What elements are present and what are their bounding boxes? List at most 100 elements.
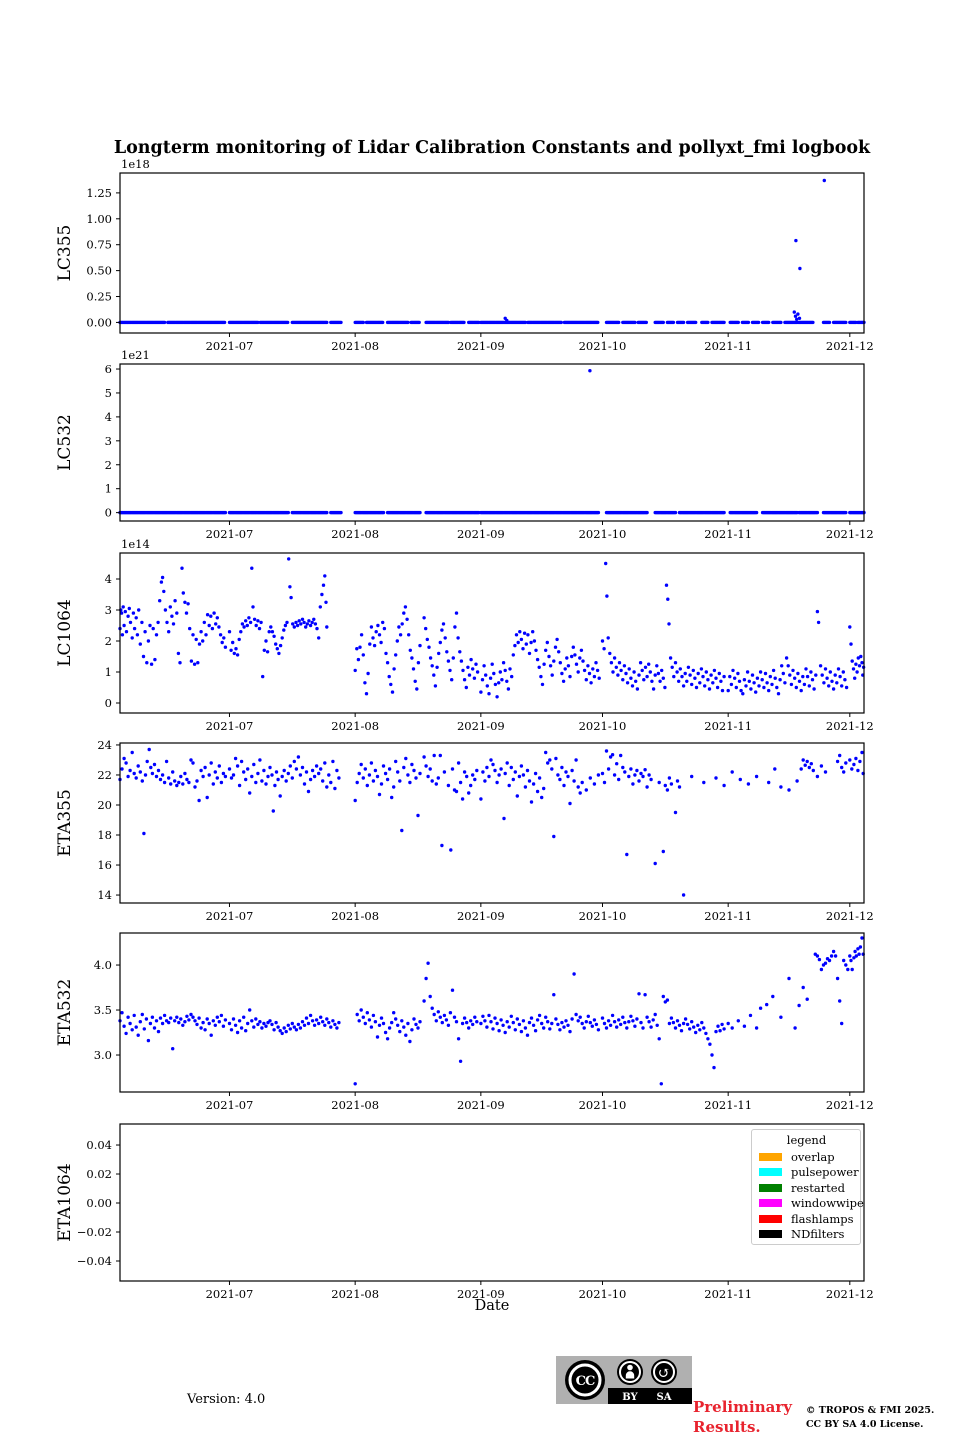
preliminary-results-text: Preliminary Results. — [693, 1398, 792, 1436]
x-tick-label: 2021-09 — [457, 1098, 505, 1112]
plot-frame — [119, 172, 865, 334]
x-tick-label: 2021-09 — [457, 909, 505, 923]
y-axis: 0.00 0.25 0.50 0.75 1.00 1.25 1e18 LC355 — [55, 157, 150, 329]
version-text: Version: 4.0 — [187, 1392, 266, 1407]
x-tick-label: 2021-07 — [206, 1287, 254, 1301]
x-tick-label: 2021-10 — [579, 909, 627, 923]
y-axis-title: ETA532 — [55, 979, 75, 1047]
x-axis: 2021-07 2021-08 2021-09 2021-10 2021-11 2021-… — [206, 713, 874, 733]
x-tick-label: 2021-08 — [331, 909, 379, 923]
legend-label: pulsepower — [791, 1165, 859, 1180]
x-axis-label: Date — [474, 1298, 510, 1314]
badge-sa-label: SA — [657, 1392, 672, 1403]
x-axis: 2021-07 2021-08 2021-09 2021-10 2021-11 2021-… — [206, 1281, 874, 1301]
x-tick-label: 2021-08 — [331, 1098, 379, 1112]
plot-frame — [119, 742, 865, 904]
page-title: Longterm monitoring of Lidar Calibration… — [113, 138, 871, 158]
x-tick-label: 2021-11 — [704, 339, 752, 353]
legend-label: flashlamps — [791, 1211, 854, 1226]
legend-label: overlap — [791, 1149, 835, 1164]
y-tick-label: 16 — [97, 858, 112, 872]
legend-entry-windowwipe: windowwipe — [759, 1196, 864, 1212]
scatter-points — [118, 178, 866, 325]
y-axis: 14 16 18 20 22 24 ETA355 — [55, 738, 120, 902]
badge-by-label: BY — [622, 1392, 638, 1403]
x-tick-label: 2021-11 — [704, 1098, 752, 1112]
x-axis: 2021-07 2021-08 2021-09 2021-10 2021-11 2021-… — [206, 903, 874, 923]
y-tick-label: 20 — [97, 798, 112, 812]
y-axis-title: ETA355 — [55, 789, 75, 857]
y-tick-label: 4 — [105, 572, 112, 586]
x-axis: 2021-07 2021-08 2021-09 2021-10 2021-11 2021-… — [206, 333, 874, 353]
x-tick-label: 2021-07 — [206, 909, 254, 923]
x-tick-label: 2021-08 — [331, 527, 379, 541]
y-axis-title: ETA1064 — [55, 1163, 75, 1241]
y-tick-label: 1.00 — [86, 212, 112, 226]
x-tick-label: 2021-10 — [579, 1098, 627, 1112]
x-tick-label: 2021-11 — [704, 909, 752, 923]
copyright-line1: © TROPOS & FMI 2025. — [806, 1405, 935, 1416]
x-tick-label: 2021-09 — [457, 527, 505, 541]
y-tick-label: 6 — [105, 362, 112, 376]
plot-frame — [119, 363, 865, 522]
copyright-line2: CC BY SA 4.0 License. — [806, 1419, 924, 1431]
scatter-points — [118, 369, 866, 515]
scatter-points — [118, 936, 865, 1086]
x-tick-label: 2021-08 — [331, 339, 379, 353]
x-tick-label: 2021-10 — [579, 527, 627, 541]
legend-swatch — [759, 1168, 782, 1177]
y-tick-label: 3 — [105, 603, 112, 617]
x-tick-label: 2021-11 — [704, 719, 752, 733]
y-tick-label: 0.50 — [86, 264, 112, 278]
x-tick-label: 2021-08 — [331, 1287, 379, 1301]
x-tick-label: 2021-09 — [457, 339, 505, 353]
legend-title: legend — [786, 1133, 827, 1147]
x-tick-label: 2021-07 — [206, 719, 254, 733]
legend-entry-overlap: overlap — [759, 1149, 854, 1165]
y-tick-label: 3 — [105, 434, 112, 448]
x-tick-label: 2021-10 — [579, 1287, 627, 1301]
legend-swatch — [759, 1199, 782, 1208]
legend-entries: overlap pulsepower restarted windowwipe flas… — [759, 1149, 864, 1243]
scatter-points — [118, 557, 866, 699]
y-tick-label: 0 — [105, 506, 112, 520]
y-tick-label: 3.5 — [94, 1003, 112, 1017]
legend-label: NDfilters — [791, 1227, 845, 1242]
svg-text:↺: ↺ — [658, 1364, 671, 1382]
y-tick-label: 1 — [105, 665, 112, 679]
badge-band — [608, 1388, 692, 1404]
plot-frame — [119, 552, 865, 714]
x-tick-label: 2021-09 — [457, 1287, 505, 1301]
y-tick-label: 14 — [97, 888, 112, 902]
legend-swatch — [759, 1214, 782, 1223]
scatter-points — [118, 747, 865, 897]
y-tick-label: 2 — [105, 634, 112, 648]
svg-text:CC: CC — [576, 1374, 595, 1389]
legend-entry-pulsepower: pulsepower — [759, 1165, 859, 1181]
x-tick-label: 2021-12 — [826, 719, 874, 733]
x-tick-label: 2021-12 — [826, 1287, 874, 1301]
y-tick-label: 1.25 — [86, 186, 112, 200]
x-tick-label: 2021-10 — [579, 719, 627, 733]
x-tick-label: 2021-12 — [826, 527, 874, 541]
x-tick-label: 2021-07 — [206, 339, 254, 353]
legend-swatch — [759, 1183, 782, 1192]
x-tick-label: 2021-10 — [579, 339, 627, 353]
y-tick-label: 2 — [105, 458, 112, 472]
legend-entry-NDfilters: NDfilters — [759, 1227, 854, 1243]
sa-arrow-icon: ↺ — [651, 1359, 677, 1385]
x-tick-label: 2021-09 — [457, 719, 505, 733]
y-tick-label: 5 — [105, 386, 112, 400]
y-axis: −0.04 −0.02 0.00 0.02 0.04 ETA1064 — [55, 1138, 120, 1268]
plot-frame — [119, 1123, 865, 1282]
y-tick-label: 0.00 — [86, 315, 112, 329]
y-axis-offset: 1e21 — [121, 348, 150, 362]
y-tick-label: 18 — [97, 828, 112, 842]
legend-swatch — [759, 1152, 782, 1161]
y-tick-label: 0.00 — [86, 1196, 112, 1210]
y-axis-title: LC1064 — [55, 599, 75, 667]
